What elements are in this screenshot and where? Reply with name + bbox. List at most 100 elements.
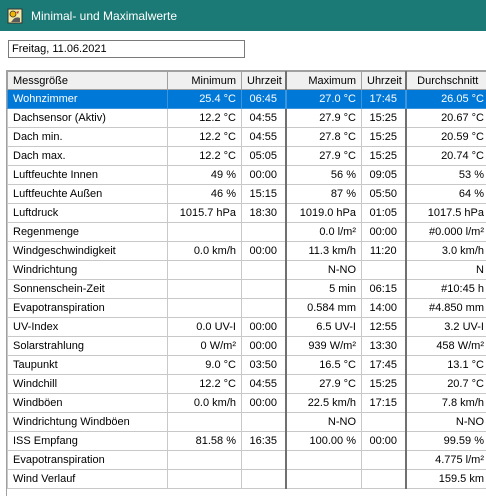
row-label: Luftdruck [8, 204, 168, 223]
title-bar: Minimal- und Maximalwerte [0, 0, 486, 31]
table-cell: 20.67 °C [406, 109, 486, 128]
table-cell: 56 % [286, 166, 362, 185]
table-cell [168, 223, 242, 242]
table-cell: N-NO [286, 261, 362, 280]
column-header[interactable]: Maximum [286, 72, 362, 90]
table-cell [242, 261, 286, 280]
table-cell: N [406, 261, 486, 280]
table-cell [362, 261, 406, 280]
window-title: Minimal- und Maximalwerte [31, 9, 177, 23]
table-cell: 06:15 [362, 280, 406, 299]
table-cell: 12.2 °C [168, 128, 242, 147]
table-cell [168, 451, 242, 470]
table-cell: 939 W/m² [286, 337, 362, 356]
column-header[interactable]: Uhrzeit [362, 72, 406, 90]
table-cell: 26.05 °C [406, 90, 486, 109]
table-cell: 09:05 [362, 166, 406, 185]
table-cell [242, 280, 286, 299]
values-table-frame[interactable]: Messgröße Minimum Uhrzeit Maximum Uhrzei… [6, 70, 486, 496]
table-cell: 1019.0 hPa [286, 204, 362, 223]
table-cell: 53 % [406, 166, 486, 185]
column-header[interactable]: Durchschnitt [406, 72, 486, 90]
table-cell: 00:00 [242, 242, 286, 261]
table-cell: 17:15 [362, 394, 406, 413]
table-cell: 100.00 % [286, 432, 362, 451]
table-cell: 05:05 [242, 147, 286, 166]
table-cell: 27.8 °C [286, 128, 362, 147]
row-label: Regenmenge [8, 223, 168, 242]
table-cell: 00:00 [362, 223, 406, 242]
table-cell: 16.5 °C [286, 356, 362, 375]
table-cell: 0.0 l/m² [286, 223, 362, 242]
table-cell [242, 470, 286, 489]
table-cell: 13:30 [362, 337, 406, 356]
table-cell: 3.2 UV-I [406, 318, 486, 337]
column-header[interactable]: Messgröße [8, 72, 168, 90]
row-label: Windchill [8, 375, 168, 394]
row-label: Dachsensor (Aktiv) [8, 109, 168, 128]
values-table: Messgröße Minimum Uhrzeit Maximum Uhrzei… [7, 71, 486, 489]
table-cell: 00:00 [242, 337, 286, 356]
table-cell: 12:55 [362, 318, 406, 337]
table-cell: 05:50 [362, 185, 406, 204]
table-cell [362, 451, 406, 470]
column-header[interactable]: Uhrzeit [242, 72, 286, 90]
row-label: ISS Empfang [8, 432, 168, 451]
row-label: Wohnzimmer [8, 90, 168, 109]
table-cell: 01:05 [362, 204, 406, 223]
table-cell: 3.0 km/h [406, 242, 486, 261]
table-cell: 0.584 mm [286, 299, 362, 318]
table-cell: 20.59 °C [406, 128, 486, 147]
weather-app-icon [7, 8, 23, 24]
table-cell: 159.5 km [406, 470, 486, 489]
table-cell: 27.9 °C [286, 147, 362, 166]
table-cell: 0.0 UV-I [168, 318, 242, 337]
table-cell: 6.5 UV-I [286, 318, 362, 337]
row-label: Windrichtung Windböen [8, 413, 168, 432]
table-cell: 7.8 km/h [406, 394, 486, 413]
row-label: Luftfeuchte Innen [8, 166, 168, 185]
table-cell [168, 470, 242, 489]
table-cell: 0.0 km/h [168, 394, 242, 413]
table-cell: 04:55 [242, 109, 286, 128]
table-cell: 49 % [168, 166, 242, 185]
table-cell: 27.0 °C [286, 90, 362, 109]
table-cell: N-NO [406, 413, 486, 432]
column-header[interactable]: Minimum [168, 72, 242, 90]
table-cell: 1015.7 hPa [168, 204, 242, 223]
table-cell: 20.7 °C [406, 375, 486, 394]
table-cell: 11.3 km/h [286, 242, 362, 261]
table-cell: 22.5 km/h [286, 394, 362, 413]
table-cell: 4.775 l/m² [406, 451, 486, 470]
table-cell: 64 % [406, 185, 486, 204]
table-cell: 12.2 °C [168, 375, 242, 394]
row-label: Evapotranspiration [8, 299, 168, 318]
table-cell [242, 451, 286, 470]
table-cell [168, 413, 242, 432]
row-label: Sonnenschein-Zeit [8, 280, 168, 299]
table-cell: #4.850 mm [406, 299, 486, 318]
date-field[interactable]: Freitag, 11.06.2021 [8, 40, 245, 58]
